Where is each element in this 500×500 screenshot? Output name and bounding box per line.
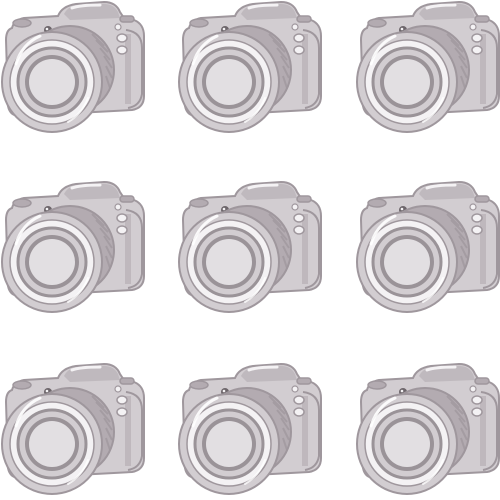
camera-icon <box>0 180 150 320</box>
camera-icon <box>0 0 150 140</box>
camera-icon <box>177 180 327 320</box>
camera-icon <box>177 362 327 500</box>
camera-icon <box>0 362 150 500</box>
camera-icon <box>355 362 500 500</box>
camera-icon <box>177 0 327 140</box>
camera-icon <box>355 0 500 140</box>
camera-icon <box>355 180 500 320</box>
